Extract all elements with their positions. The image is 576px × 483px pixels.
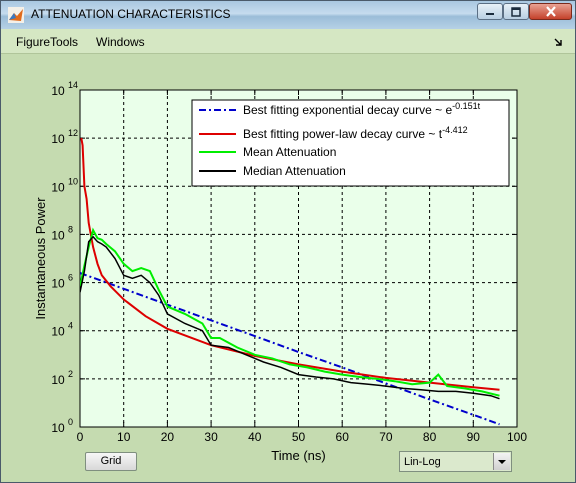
y-tick-exponent: 12	[68, 128, 78, 138]
legend-box	[191, 99, 510, 187]
close-button[interactable]	[529, 3, 572, 20]
menu-windows[interactable]: Windows	[96, 35, 145, 49]
x-tick-label: 50	[292, 430, 306, 444]
y-tick-label: 10	[51, 421, 65, 435]
chevron-down-icon	[498, 460, 506, 464]
y-tick-label: 10	[51, 84, 65, 98]
x-tick-label: 60	[336, 430, 350, 444]
series-line-2	[80, 137, 500, 391]
y-tick-exponent: 14	[68, 80, 78, 90]
y-axis-label: Instantaneous Power	[33, 197, 48, 320]
y-tick-exponent: 6	[68, 273, 73, 283]
legend-label-3: Mean Attenuation	[243, 145, 336, 159]
x-tick-label: 70	[379, 430, 393, 444]
close-icon	[545, 6, 556, 17]
menu-figuretools[interactable]: FigureTools	[16, 35, 79, 49]
dock-arrow-icon[interactable]	[553, 37, 563, 47]
x-tick-label: 100	[507, 430, 527, 444]
scale-select[interactable]: Lin-Log	[399, 451, 512, 472]
x-tick-label: 80	[423, 430, 437, 444]
scale-select-value: Lin-Log	[404, 456, 441, 468]
y-tick-exponent: 2	[68, 369, 73, 379]
y-tick-exponent: 4	[68, 321, 73, 331]
y-tick-label: 10	[51, 325, 65, 339]
x-tick-label: 90	[467, 430, 481, 444]
y-tick-label: 10	[51, 132, 65, 146]
series-line-4	[80, 235, 500, 400]
y-tick-label: 10	[51, 277, 65, 291]
matlab-icon	[8, 7, 24, 23]
y-tick-label: 10	[51, 373, 65, 387]
scale-select-arrow[interactable]	[493, 453, 510, 470]
title-bar[interactable]: ATTENUATION CHARACTERISTICS	[1, 1, 575, 30]
legend-label-2: Best fitting power-law decay curve ~ t-4…	[243, 125, 468, 141]
minimize-icon	[486, 12, 494, 15]
menu-bar: FigureTools Windows	[1, 29, 575, 54]
x-tick-label: 30	[204, 430, 218, 444]
minimize-button[interactable]	[477, 3, 503, 20]
window-title: ATTENUATION CHARACTERISTICS	[31, 7, 231, 21]
y-tick-label: 10	[51, 228, 65, 242]
series-line-1	[80, 272, 500, 426]
maximize-button[interactable]	[503, 3, 529, 20]
grid-button[interactable]: Grid	[85, 452, 137, 471]
series-line-3	[80, 227, 500, 397]
x-axis-label: Time (ns)	[271, 448, 325, 463]
x-tick-label: 20	[161, 430, 175, 444]
x-tick-label: 40	[248, 430, 262, 444]
y-tick-exponent: 10	[68, 176, 78, 186]
legend-label-4: Median Attenuation	[243, 164, 346, 178]
x-tick-label: 10	[117, 430, 131, 444]
maximize-icon	[511, 6, 521, 17]
legend-label-1: Best fitting exponential decay curve ~ e…	[243, 101, 481, 117]
y-tick-exponent: 8	[68, 224, 73, 234]
y-tick-exponent: 0	[68, 417, 73, 427]
y-tick-label: 10	[51, 180, 65, 194]
x-tick-label: 0	[77, 430, 84, 444]
